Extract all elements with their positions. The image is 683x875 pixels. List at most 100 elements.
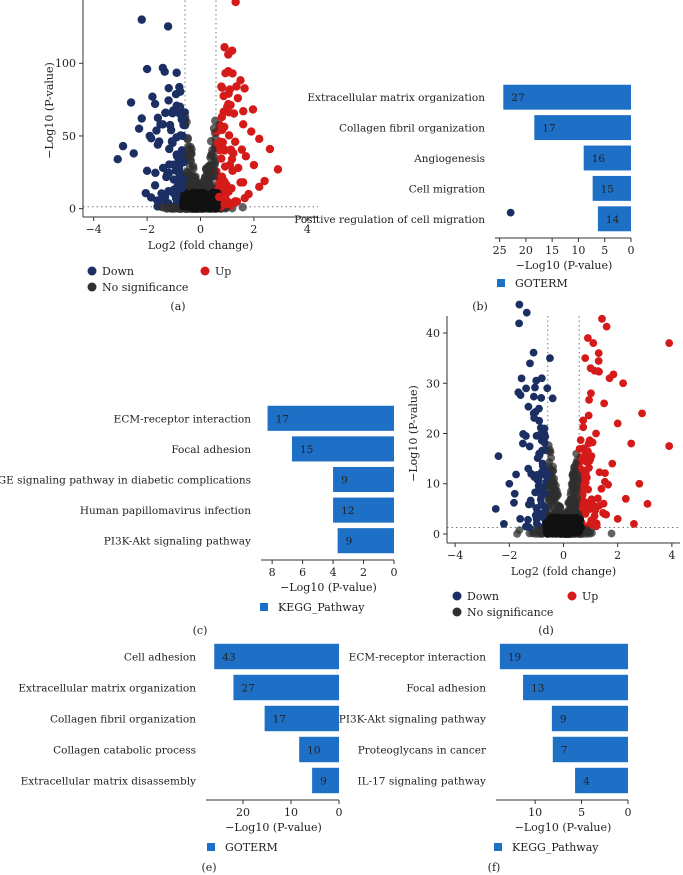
up-point (594, 349, 603, 358)
up-point (586, 364, 595, 373)
no-significance-point (166, 204, 175, 213)
bar-count-label: 13 (531, 683, 544, 695)
no-significance-point (542, 519, 551, 527)
down-point (172, 191, 181, 200)
no-significance-point (572, 526, 581, 535)
no-significance-point (544, 529, 552, 537)
legend-down-marker (452, 591, 462, 601)
down-point (156, 120, 165, 129)
x-tick-label: 2 (360, 566, 367, 579)
down-point (518, 439, 527, 448)
category-label: Angiogenesis (413, 153, 485, 165)
legend-up-label: Up (582, 590, 598, 603)
y-tick-label: 50 (62, 130, 76, 143)
down-point (506, 208, 515, 217)
bar-count-label: 4 (583, 776, 590, 788)
up-point (265, 144, 275, 154)
category-label: Positive regulation of cell migration (294, 214, 485, 226)
down-point (153, 140, 162, 149)
category-label: Extracellular matrix organization (18, 683, 196, 695)
bar-count-label: 14 (606, 214, 620, 226)
up-point (260, 176, 269, 186)
no-significance-point (238, 203, 247, 212)
down-point (527, 499, 535, 508)
no-significance-point (186, 202, 195, 211)
down-point (505, 479, 514, 488)
no-significance-point (159, 203, 168, 212)
x-axis-title: −Log10 (P-value) (516, 259, 613, 272)
x-axis-title: −Log10 (P-value) (280, 581, 377, 594)
up-point (229, 149, 238, 158)
x-axis-title: −Log10 (P-value) (225, 821, 322, 834)
x-tick-label: 25 (493, 244, 507, 257)
up-point (239, 120, 248, 129)
up-point (575, 445, 584, 453)
down-point (165, 160, 174, 169)
bar-count-label: 9 (320, 776, 327, 788)
down-point (510, 489, 519, 498)
bar (523, 674, 628, 701)
category-label: PI3K-Akt signaling pathway (339, 714, 486, 726)
legend-no-significance-marker (87, 282, 97, 292)
category-label: Collagen fibril organization (339, 123, 485, 135)
bar (552, 736, 628, 763)
down-point (540, 424, 549, 433)
category-label: Focal adhesion (171, 444, 251, 456)
no-significance-point (211, 116, 220, 125)
down-point (525, 442, 534, 451)
bar-count-label: 9 (560, 714, 567, 726)
down-point (529, 348, 538, 357)
down-point (118, 141, 128, 151)
up-point (619, 379, 628, 388)
x-tick-label: 10 (571, 244, 585, 257)
up-point (220, 162, 230, 171)
x-tick-label: 5 (578, 806, 585, 819)
no-significance-point (588, 529, 596, 537)
down-point (543, 469, 552, 478)
down-point (177, 146, 187, 155)
bar-count-label: 17 (276, 413, 289, 425)
down-point (494, 452, 503, 461)
up-point (225, 85, 235, 94)
up-point (602, 322, 611, 331)
up-point (627, 439, 636, 448)
bar (583, 145, 631, 171)
panel-e-goterm-bar-chart: 43 Cell adhesion 27 Extracellular matrix or… (18, 643, 343, 874)
x-tick-label: 20 (236, 806, 250, 819)
bar-count-label: 10 (307, 745, 320, 757)
up-point (665, 339, 674, 347)
down-point (510, 498, 518, 507)
panel-letter: (e) (201, 861, 216, 874)
legend-up-label: Up (215, 265, 231, 278)
category-label: ECM-receptor interaction (114, 413, 252, 425)
down-point (176, 87, 185, 96)
no-significance-point (573, 516, 582, 524)
down-point (524, 464, 533, 473)
up-point (583, 449, 592, 458)
down-point (522, 308, 531, 317)
point-cloud (141, 0, 258, 213)
bar-count-label: 17 (542, 123, 555, 135)
down-point (524, 402, 533, 411)
up-point (595, 367, 603, 376)
down-point (548, 394, 557, 403)
down-point (519, 430, 528, 438)
up-point (255, 182, 264, 192)
down-point (535, 449, 544, 458)
down-point (164, 96, 173, 105)
legend-marker (497, 279, 505, 287)
legend-up-marker (200, 266, 210, 276)
no-significance-point (209, 124, 219, 133)
x-tick-label: 20 (519, 244, 533, 257)
bar (551, 705, 628, 732)
up-point (600, 399, 609, 408)
up-point (584, 485, 593, 494)
x-tick-label: −2 (501, 549, 517, 562)
up-point (587, 516, 596, 525)
up-point (223, 102, 232, 112)
x-tick-label: 6 (299, 566, 306, 579)
up-point (228, 166, 237, 176)
up-point (249, 160, 259, 170)
no-significance-point (573, 473, 582, 482)
legend-label: KEGG_Pathway (278, 601, 365, 614)
